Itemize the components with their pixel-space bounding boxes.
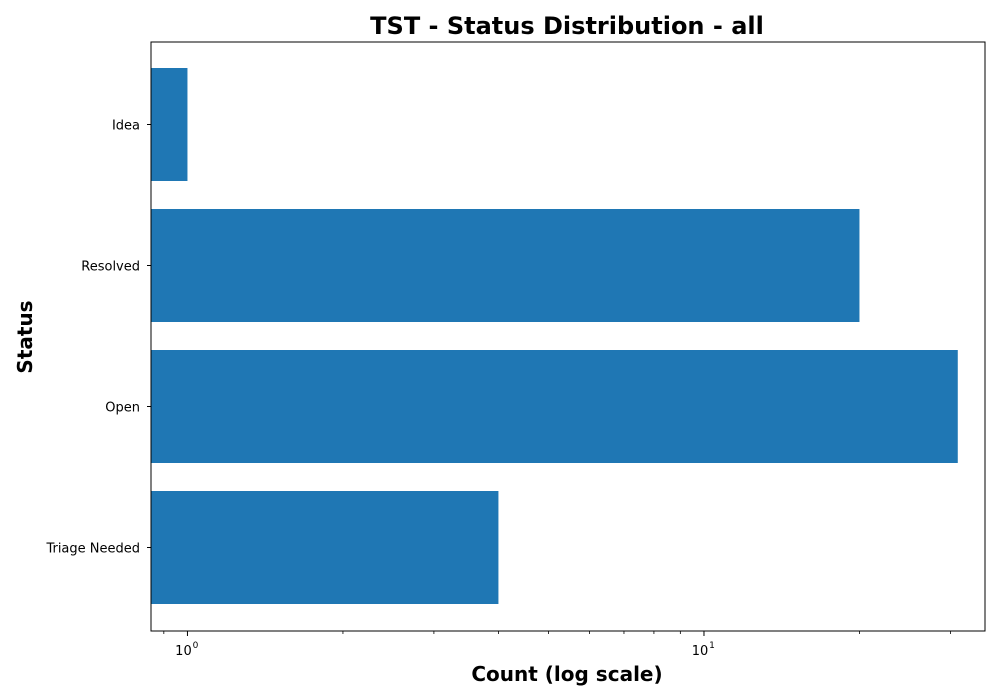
x-tick-label-exponent: 1 bbox=[709, 641, 715, 651]
x-axis-label: Count (log scale) bbox=[471, 662, 662, 686]
bar-open bbox=[151, 350, 958, 463]
bar-idea bbox=[151, 68, 188, 181]
x-tick-label-base: 10 bbox=[692, 644, 709, 659]
bar-triage-needed bbox=[151, 491, 499, 604]
x-tick-label-base: 10 bbox=[175, 644, 192, 659]
x-axis: 10 0 10 1 bbox=[163, 631, 951, 659]
y-tick-label: Open bbox=[105, 401, 140, 416]
bar-resolved bbox=[151, 209, 860, 322]
x-tick-label-exponent: 0 bbox=[193, 641, 199, 651]
y-axis-label: Status bbox=[13, 300, 37, 373]
y-tick-label: Idea bbox=[112, 119, 140, 134]
chart-title: TST - Status Distribution - all bbox=[370, 12, 764, 40]
y-tick-label: Resolved bbox=[81, 260, 140, 275]
x-tick-label: 10 0 bbox=[175, 641, 198, 659]
y-axis: Idea Resolved Open Triage Needed bbox=[45, 119, 151, 557]
x-tick-label: 10 1 bbox=[692, 641, 715, 659]
y-tick-label: Triage Needed bbox=[45, 542, 140, 557]
plot-area bbox=[151, 68, 958, 604]
plot-frame bbox=[150, 41, 986, 632]
